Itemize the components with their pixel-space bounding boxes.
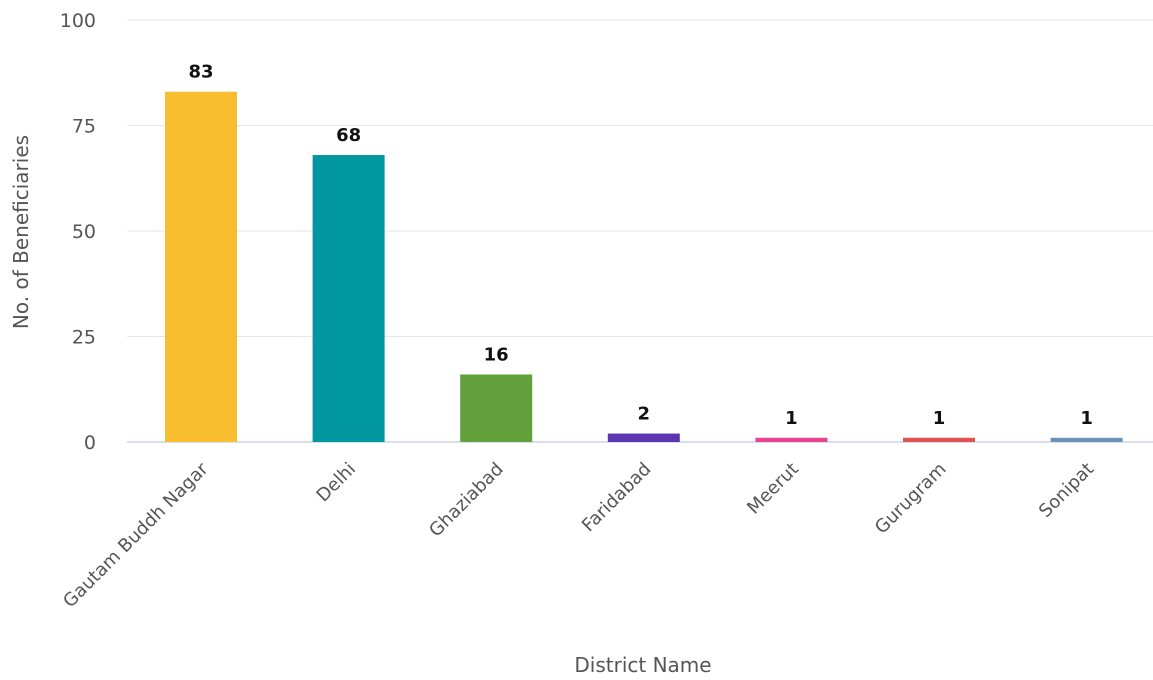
y-axis-title: No. of Beneficiaries [9,135,33,329]
x-axis-ticks: Gautam Buddh Nagar Delhi Ghaziabad Faridaba… [59,458,1098,612]
bar [312,155,385,443]
data-label: 68 [336,125,361,146]
bar [903,437,975,442]
x-tick-label: Faridabad [578,459,655,536]
y-tick-label: 25 [72,327,96,349]
x-tick-label: Gautam Buddh Nagar [59,458,213,612]
data-label: 83 [188,62,213,83]
x-tick-label: Delhi [313,459,361,507]
bar [165,91,237,443]
x-tick-label: Sonipat [1035,459,1098,522]
data-labels: 83 68 16 2 1 1 1 [188,62,1092,429]
data-label: 16 [484,344,509,365]
bar [460,374,533,442]
y-tick-label: 0 [84,432,96,454]
y-tick-label: 50 [72,221,96,243]
data-label: 1 [1080,408,1093,429]
gridlines [127,19,1153,443]
y-axis-ticks: 0 25 50 75 100 [60,10,96,454]
data-label: 1 [933,408,946,429]
data-label: 1 [785,408,798,429]
bar [607,433,680,442]
data-label: 2 [638,404,651,425]
bar [1050,437,1123,442]
x-tick-label: Meerut [743,459,803,519]
y-tick-label: 100 [60,10,96,32]
bar [755,437,828,442]
x-tick-label: Ghaziabad [425,459,508,542]
y-tick-label: 75 [72,116,96,138]
x-axis-title: District Name [574,653,711,677]
bars [165,91,1123,443]
x-tick-label: Gurugram [871,459,951,539]
